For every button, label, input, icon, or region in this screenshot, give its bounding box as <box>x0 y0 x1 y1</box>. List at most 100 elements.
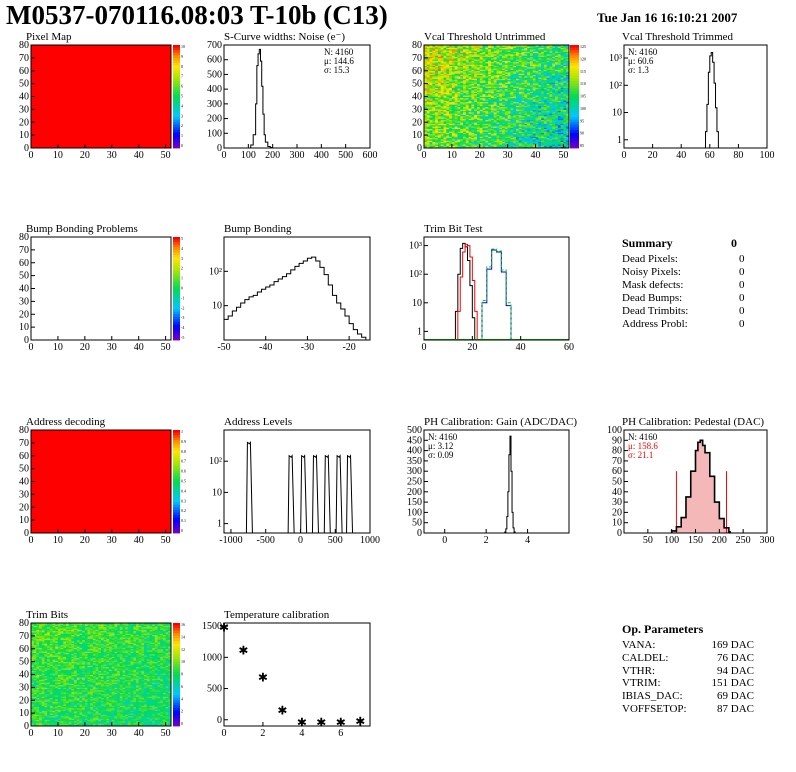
y-tick-label: 1 <box>617 135 622 146</box>
y-tick-label: 10 <box>412 298 422 309</box>
color-scale-label: 120 <box>580 56 586 61</box>
color-scale-label: 2 <box>181 123 183 128</box>
color-scale-label: 6 <box>181 684 183 689</box>
color-scale-label: 0.9 <box>181 439 186 444</box>
op-param-value: 87 DAC <box>717 703 754 715</box>
chart-title: Bump Bonding <box>224 223 292 235</box>
stats-line: μ: 60.6 <box>628 56 654 66</box>
scatter-point: ✱ <box>316 715 326 729</box>
chart-title: PH Calibration: Pedestal (DAC) <box>622 416 764 428</box>
y-tick-label: 1000 <box>202 652 222 663</box>
x-tick-label: 50 <box>558 150 568 161</box>
y-tick-label: 80 <box>19 618 29 629</box>
y-tick-label: 40 <box>612 487 622 498</box>
stats-line: N: 4160 <box>428 432 458 442</box>
x-tick-label: 250 <box>736 535 751 546</box>
y-tick-label: 40 <box>19 477 29 488</box>
summary-row-value: 0 <box>739 266 745 278</box>
y-tick-label: 10 <box>19 708 29 719</box>
color-scale-label: 4 <box>181 696 183 701</box>
color-scale-label: 0.3 <box>181 498 186 503</box>
x-tick-label: 10 <box>53 728 63 739</box>
x-tick-label: 4 <box>525 535 530 546</box>
chart-vcal-untrimmed: Vcal Threshold Untrimmed1251201151101051… <box>412 31 586 161</box>
summary-row-value: 0 <box>739 292 745 304</box>
y-tick-label: 300 <box>207 99 222 110</box>
color-scale-label: 8 <box>181 64 183 69</box>
x-tick-label: 150 <box>688 535 703 546</box>
chart-address-decoding: Address decoding 1 0.9 0.8 0.7 0.6 0.5 0.4 0.3 0.… <box>19 416 186 546</box>
x-tick-label: 100 <box>760 150 775 161</box>
plot-frame <box>223 622 371 727</box>
x-tick-label: 200 <box>265 150 280 161</box>
x-tick-label: 20 <box>467 342 477 353</box>
color-scale-label: -3 <box>181 315 184 320</box>
histogram-peak <box>311 454 319 534</box>
stats-line: σ: 21.1 <box>628 450 653 460</box>
summary-row-value: 0 <box>739 305 745 317</box>
stats-line: σ: 1.3 <box>628 65 649 75</box>
y-tick-label: 30 <box>19 296 29 307</box>
x-tick-label: -500 <box>257 535 275 546</box>
x-tick-label: 0 <box>29 728 34 739</box>
color-scale-label: 90 <box>580 131 584 136</box>
color-scale-label: 100 <box>580 106 586 111</box>
x-tick-label: 0 <box>222 728 227 739</box>
summary-title: Summary <box>622 236 673 250</box>
op-param-value: 151 DAC <box>711 677 754 690</box>
x-tick-label: 40 <box>134 342 144 353</box>
y-tick-label: 20 <box>412 117 422 128</box>
x-tick-label: 0 <box>442 535 447 546</box>
color-scale-label: 10 <box>181 44 185 49</box>
y-tick-label: 0 <box>617 528 622 539</box>
histogram-peak <box>245 440 253 534</box>
x-tick-label: 500 <box>338 150 353 161</box>
chart-title: Bump Bonding Problems <box>26 223 138 235</box>
y-tick-label: 10 <box>19 130 29 141</box>
y-tick-label: 250 <box>407 477 422 488</box>
x-tick-label: 30 <box>107 150 117 161</box>
histogram <box>503 435 518 534</box>
summary-row-label: Address Probl: <box>622 318 688 330</box>
stats-line: N: 4160 <box>324 47 354 57</box>
color-scale-label: 0 <box>181 528 183 533</box>
x-tick-label: 30 <box>107 342 117 353</box>
y-tick-label: 30 <box>412 104 422 115</box>
color-scale-label: 115 <box>580 69 586 74</box>
y-tick-label: 0 <box>217 715 222 726</box>
summary-total: 0 <box>731 236 737 250</box>
color-scale-label: 125 <box>580 44 586 49</box>
x-tick-label: 60 <box>705 150 715 161</box>
x-tick-label: 20 <box>80 728 90 739</box>
summary-row-label: Dead Bumps: <box>622 292 683 304</box>
y-tick-label: 20 <box>19 695 29 706</box>
color-scale: 16 14 12 10 8 6 4 2 0 <box>173 622 185 727</box>
heatmap-cells <box>31 623 172 727</box>
heatmap-cells <box>31 45 171 148</box>
y-tick-label: 70 <box>412 53 422 64</box>
chart-scurve-widths: S-Curve widths: Noise (e⁻)0 100 200 300 400 5… <box>207 31 378 161</box>
op-param-label: VTHR: <box>622 664 655 677</box>
x-tick-label: 20 <box>648 150 658 161</box>
y-tick-label: 10 <box>612 108 622 119</box>
op-param-label: IBIAS_DAC: <box>622 690 683 703</box>
x-tick-label: 100 <box>241 150 256 161</box>
chart-address-levels: Address Levels -1000 -500 0 500 1000 1 10 10² <box>209 416 380 546</box>
y-tick-label: 500 <box>207 69 222 80</box>
chart-title: Vcal Threshold Trimmed <box>622 31 734 43</box>
color-scale-label: 12 <box>181 647 185 652</box>
y-tick-label: 70 <box>19 631 29 642</box>
x-tick-label: 10 <box>53 342 63 353</box>
stats-line: σ: 15.3 <box>324 65 350 75</box>
x-tick-label: 60 <box>564 342 574 353</box>
y-tick-label: 60 <box>19 258 29 269</box>
x-tick-label: -1000 <box>219 535 242 546</box>
stats-line: σ: 0.09 <box>428 450 454 460</box>
color-scale-label: -5 <box>181 335 184 340</box>
histogram <box>248 48 275 149</box>
op-param-label: VTRIM: <box>622 677 661 690</box>
x-tick-label: 10 <box>53 150 63 161</box>
y-tick-label: 50 <box>612 477 622 488</box>
